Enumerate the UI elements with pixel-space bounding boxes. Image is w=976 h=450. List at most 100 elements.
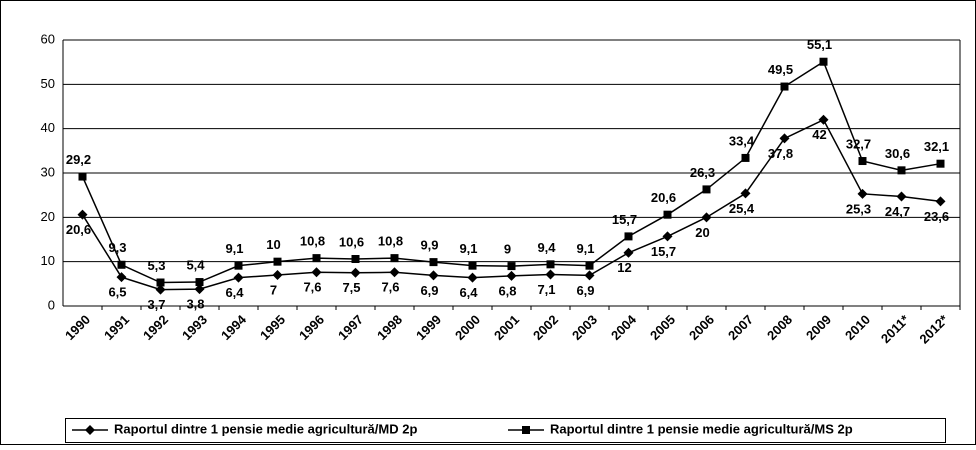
point bbox=[156, 278, 165, 287]
point bbox=[85, 425, 95, 435]
point bbox=[233, 272, 244, 283]
y-tick-label: 40 bbox=[41, 120, 55, 135]
point bbox=[155, 284, 166, 295]
legend-text: Raportul dintre 1 pensie medie agricultu… bbox=[114, 421, 417, 436]
data-label: 20,6 bbox=[651, 190, 676, 205]
point bbox=[623, 247, 634, 258]
y-tick-label: 20 bbox=[41, 209, 55, 224]
data-label: 6,4 bbox=[225, 285, 244, 300]
point bbox=[116, 272, 127, 283]
data-label: 15,7 bbox=[651, 244, 676, 259]
point bbox=[234, 261, 243, 270]
data-label: 6,4 bbox=[459, 285, 478, 300]
data-label: 6,9 bbox=[420, 283, 438, 298]
point bbox=[662, 231, 673, 242]
data-label: 10,8 bbox=[300, 234, 325, 249]
data-label: 30,6 bbox=[885, 146, 910, 161]
point bbox=[701, 212, 712, 223]
data-label: 33,4 bbox=[729, 133, 755, 148]
data-label: 3,7 bbox=[147, 297, 165, 312]
data-label: 3,8 bbox=[186, 297, 204, 312]
data-label: 5,3 bbox=[147, 258, 165, 273]
data-label: 5,4 bbox=[186, 257, 205, 272]
point bbox=[390, 254, 399, 263]
data-label: 9,1 bbox=[225, 241, 243, 256]
point bbox=[272, 269, 283, 280]
y-tick-label: 60 bbox=[41, 31, 55, 46]
data-label: 24,7 bbox=[885, 204, 910, 219]
point bbox=[896, 191, 907, 202]
data-label: 37,8 bbox=[768, 146, 793, 161]
data-label: 15,7 bbox=[612, 212, 637, 227]
point bbox=[624, 232, 633, 241]
data-label: 7,5 bbox=[342, 280, 360, 295]
point bbox=[312, 254, 321, 263]
data-label: 7,6 bbox=[303, 280, 321, 295]
point bbox=[585, 261, 594, 270]
data-label: 7 bbox=[270, 282, 277, 297]
point bbox=[584, 270, 595, 281]
data-label: 55,1 bbox=[807, 37, 832, 52]
y-tick-label: 0 bbox=[48, 297, 55, 312]
point bbox=[702, 185, 711, 194]
data-label: 25,3 bbox=[846, 201, 871, 216]
data-label: 9,3 bbox=[108, 240, 126, 255]
data-label: 7,6 bbox=[381, 280, 399, 295]
point bbox=[468, 261, 477, 270]
data-label: 12 bbox=[617, 260, 631, 275]
data-label: 10 bbox=[266, 237, 280, 252]
point bbox=[780, 82, 789, 91]
point bbox=[740, 188, 751, 199]
point bbox=[897, 166, 906, 175]
point bbox=[429, 258, 438, 267]
point bbox=[779, 133, 790, 144]
data-label: 9,1 bbox=[459, 241, 477, 256]
data-label: 7,1 bbox=[537, 282, 555, 297]
point bbox=[77, 209, 88, 220]
point bbox=[819, 57, 828, 66]
point bbox=[350, 267, 361, 278]
point bbox=[818, 114, 829, 125]
point bbox=[273, 257, 282, 266]
point bbox=[311, 267, 322, 278]
data-label: 20 bbox=[695, 225, 709, 240]
point bbox=[389, 267, 400, 278]
data-label: 25,4 bbox=[729, 201, 755, 216]
point bbox=[507, 262, 516, 271]
point bbox=[351, 255, 360, 264]
data-label: 9,1 bbox=[576, 241, 594, 256]
data-label: 20,6 bbox=[66, 222, 91, 237]
point bbox=[545, 269, 556, 280]
point bbox=[506, 270, 517, 281]
legend-box bbox=[65, 418, 946, 443]
data-label: 10,8 bbox=[378, 234, 403, 249]
point bbox=[78, 172, 87, 181]
point bbox=[858, 157, 867, 166]
point bbox=[428, 270, 439, 281]
point bbox=[195, 278, 204, 287]
point bbox=[663, 210, 672, 219]
point bbox=[467, 272, 478, 283]
y-tick-label: 50 bbox=[41, 76, 55, 91]
data-label: 9 bbox=[504, 242, 511, 257]
data-label: 32,1 bbox=[924, 139, 949, 154]
point bbox=[857, 188, 868, 199]
point bbox=[117, 260, 126, 269]
data-label: 6,5 bbox=[108, 285, 126, 300]
data-label: 23,6 bbox=[924, 209, 949, 224]
data-label: 49,5 bbox=[768, 62, 793, 77]
data-label: 10,6 bbox=[339, 234, 364, 249]
point bbox=[741, 153, 750, 162]
data-label: 26,3 bbox=[690, 165, 715, 180]
y-tick-label: 30 bbox=[41, 164, 55, 179]
point bbox=[522, 426, 530, 434]
data-label: 6,9 bbox=[576, 283, 594, 298]
legend: Raportul dintre 1 pensie medie agricultu… bbox=[65, 418, 946, 443]
point bbox=[936, 159, 945, 168]
point bbox=[194, 284, 205, 295]
data-label: 42 bbox=[812, 127, 826, 142]
y-tick-label: 10 bbox=[41, 253, 55, 268]
data-label: 9,4 bbox=[537, 240, 556, 255]
